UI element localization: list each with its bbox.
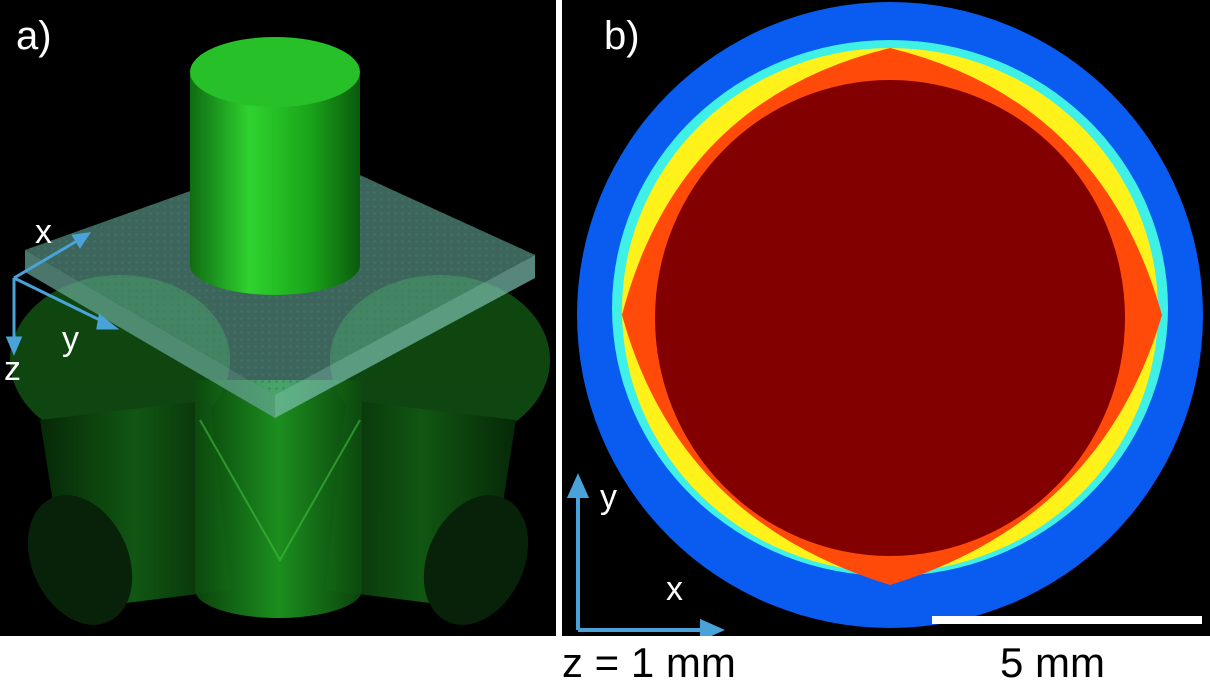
- axis-triad-2d: [566, 473, 725, 636]
- depth-caption: z = 1 mm: [562, 639, 736, 686]
- scale-bar: [932, 616, 1202, 624]
- intensity-contours: [577, 2, 1203, 628]
- panel-b-intensity-cross-section: b) y x: [562, 0, 1210, 636]
- panel-a-beam-geometry: a) x y z: [0, 0, 556, 636]
- incident-beam-cylinder: [190, 37, 360, 295]
- axis-z-label: z: [4, 350, 21, 388]
- intensity-rings-illustration: [566, 2, 1203, 636]
- axis-x-label-b: x: [666, 570, 683, 608]
- axis-x-label: x: [35, 213, 52, 251]
- center-lower-beam: [195, 380, 362, 619]
- panel-a-label: a): [16, 14, 52, 58]
- panel-b-label: b): [604, 14, 640, 58]
- core-darkred: [655, 80, 1125, 556]
- axis-y-label-b: y: [600, 478, 617, 516]
- scale-bar-label: 5 mm: [1000, 639, 1105, 686]
- axis-y-label: y: [62, 320, 79, 358]
- axis-triad-3d: [5, 232, 120, 356]
- beam-geometry-illustration: [5, 37, 550, 625]
